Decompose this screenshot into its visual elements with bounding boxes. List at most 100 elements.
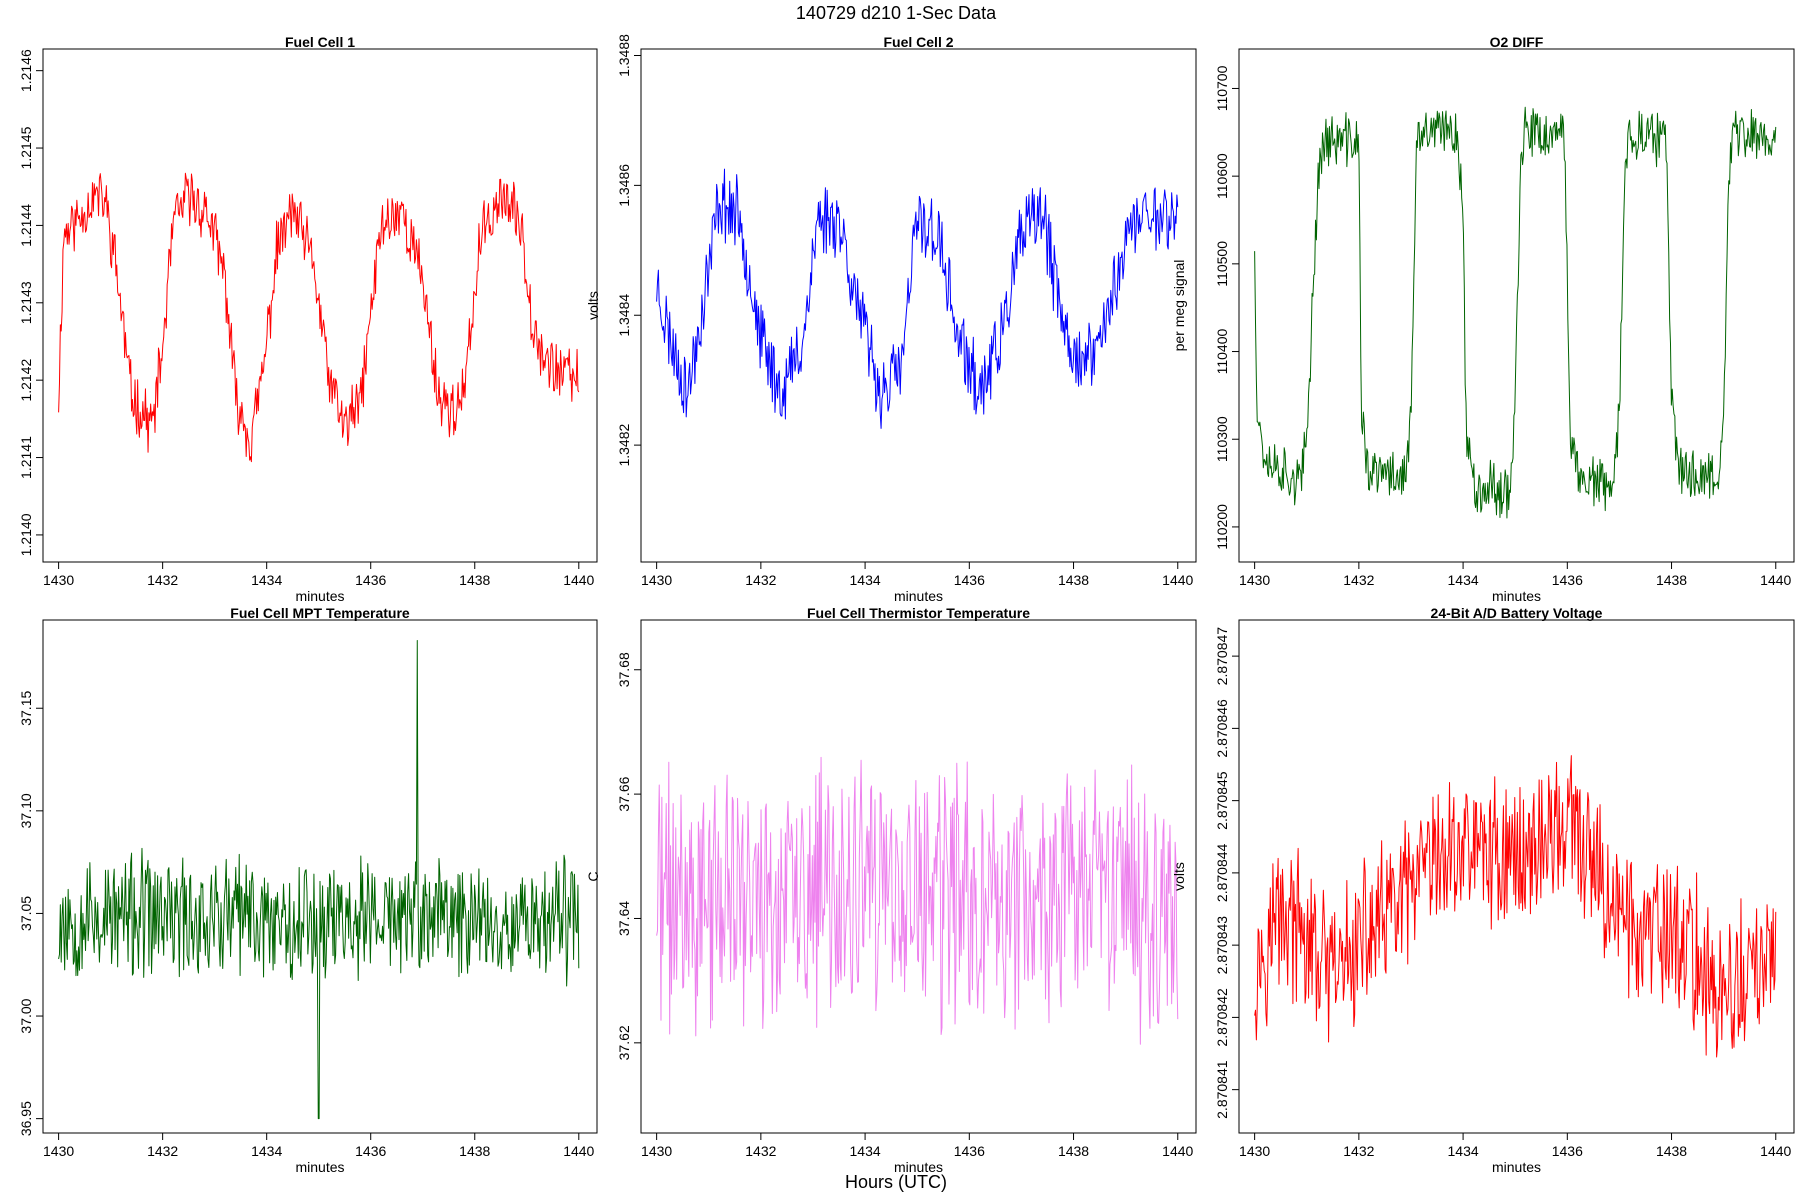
y-tick-label: 2.870846 — [1214, 699, 1230, 758]
chart-title: Fuel Cell MPT Temperature — [230, 605, 410, 621]
x-tick-label: 1440 — [1760, 572, 1791, 588]
x-tick-label: 1434 — [850, 1143, 881, 1159]
y-tick-label: 2.870844 — [1214, 843, 1230, 902]
y-tick-label: 1.2146 — [18, 49, 34, 92]
x-tick-label: 1430 — [43, 1143, 74, 1159]
y-tick-label: 110200 — [1214, 504, 1230, 550]
y-tick-label: 110400 — [1214, 328, 1230, 374]
y-tick-label: 1.3482 — [616, 423, 632, 466]
plot-frame — [640, 48, 1197, 563]
y-tick-label: 1.2144 — [18, 204, 34, 247]
x-tick-label: 1432 — [1343, 572, 1374, 588]
chart-panel-2: Fuel Cell 2 1430 1432 1434 1436 1438 1440 minut… — [585, 34, 1197, 604]
figure-title: 140729 d210 1-Sec Data — [796, 3, 997, 23]
x-axis-label: minutes — [295, 1159, 344, 1175]
x-tick-label: 1430 — [1239, 1143, 1270, 1159]
y-tick-label: 110300 — [1214, 416, 1230, 462]
x-tick-label: 1434 — [1448, 572, 1479, 588]
x-tick-label: 1440 — [1162, 572, 1193, 588]
x-tick-label: 1436 — [355, 572, 386, 588]
y-tick-label: 1.3486 — [616, 164, 632, 207]
series-line — [656, 168, 1179, 429]
y-axis-label: C — [0, 871, 3, 881]
x-tick-label: 1436 — [355, 1143, 386, 1159]
x-tick-label: 1434 — [850, 572, 881, 588]
x-tick-label: 1438 — [459, 1143, 490, 1159]
x-tick-label: 1432 — [147, 1143, 178, 1159]
series-line — [58, 640, 580, 1120]
chart-title: O2 DIFF — [1490, 34, 1544, 50]
y-tick-label: 1.3488 — [616, 34, 632, 77]
y-tick-label: 2.870843 — [1214, 916, 1230, 975]
x-tick-label: 1436 — [1552, 572, 1583, 588]
y-tick-label: 110500 — [1214, 241, 1230, 287]
y-tick-label: 110600 — [1214, 153, 1230, 199]
plot-frame — [1238, 619, 1795, 1134]
chart-panel-5: Fuel Cell Thermistor Temperature 1430 1432… — [585, 605, 1197, 1175]
x-axis-label: minutes — [1492, 588, 1541, 604]
y-tick-label: 2.870845 — [1214, 771, 1230, 830]
x-tick-label: 1432 — [745, 1143, 776, 1159]
x-tick-label: 1436 — [954, 572, 985, 588]
x-tick-label: 1438 — [1058, 1143, 1089, 1159]
y-axis-label: volts — [1171, 862, 1187, 891]
x-tick-label: 1432 — [147, 572, 178, 588]
chart-title: 24-Bit A/D Battery Voltage — [1431, 605, 1603, 621]
x-tick-label: 1440 — [1162, 1143, 1193, 1159]
x-tick-label: 1438 — [1656, 572, 1687, 588]
x-axis-label: minutes — [894, 1159, 943, 1175]
series-line — [656, 756, 1179, 1045]
x-axis-label: minutes — [295, 588, 344, 604]
series-line — [1254, 755, 1777, 1058]
x-tick-label: 1432 — [1343, 1143, 1374, 1159]
chart-panel-1: Fuel Cell 1 1430 1432 1434 1436 1438 1440 minut… — [0, 34, 598, 604]
y-tick-label: 37.10 — [18, 793, 34, 828]
y-axis-label: volts — [0, 291, 3, 320]
plot-frame — [42, 619, 598, 1134]
series-line — [58, 172, 580, 463]
x-axis-label: minutes — [894, 588, 943, 604]
y-tick-label: 37.64 — [616, 901, 632, 936]
y-tick-label: 1.2142 — [18, 359, 34, 402]
x-tick-label: 1434 — [251, 572, 282, 588]
x-tick-label: 1440 — [563, 1143, 594, 1159]
y-tick-label: 2.870847 — [1214, 627, 1230, 686]
x-tick-label: 1430 — [641, 572, 672, 588]
y-axis-label: volts — [585, 291, 601, 320]
figure-x-label: Hours (UTC) — [845, 1172, 947, 1192]
x-tick-label: 1438 — [1058, 572, 1089, 588]
chart-title: Fuel Cell 1 — [285, 34, 355, 50]
y-tick-label: 37.68 — [616, 652, 632, 687]
series-line — [1254, 106, 1777, 519]
chart-title: Fuel Cell 2 — [883, 34, 953, 50]
chart-panel-4: Fuel Cell MPT Temperature 1430 1432 1434 143… — [0, 605, 598, 1175]
x-tick-label: 1434 — [1448, 1143, 1479, 1159]
x-tick-label: 1436 — [954, 1143, 985, 1159]
chart-panel-3: O2 DIFF 1430 1432 1434 1436 1438 1440 minutes 11… — [1171, 34, 1795, 604]
y-tick-label: 1.2145 — [18, 126, 34, 169]
y-tick-label: 1.2141 — [18, 436, 34, 479]
x-tick-label: 1430 — [43, 572, 74, 588]
x-tick-label: 1430 — [641, 1143, 672, 1159]
x-tick-label: 1436 — [1552, 1143, 1583, 1159]
y-tick-label: 1.3484 — [616, 294, 632, 337]
y-tick-label: 2.870842 — [1214, 988, 1230, 1047]
x-tick-label: 1438 — [1656, 1143, 1687, 1159]
y-tick-label: 37.66 — [616, 776, 632, 811]
y-tick-label: 36.95 — [18, 1101, 34, 1136]
x-tick-label: 1432 — [745, 572, 776, 588]
plot-frame — [640, 619, 1197, 1134]
x-axis-label: minutes — [1492, 1159, 1541, 1175]
y-axis-label: per meg signal — [1171, 260, 1187, 352]
x-tick-label: 1440 — [1760, 1143, 1791, 1159]
y-axis-label: C — [585, 871, 601, 881]
x-tick-label: 1438 — [459, 572, 490, 588]
x-tick-label: 1440 — [563, 572, 594, 588]
x-tick-label: 1434 — [251, 1143, 282, 1159]
y-tick-label: 37.15 — [18, 691, 34, 726]
chart-title: Fuel Cell Thermistor Temperature — [807, 605, 1030, 621]
plot-frame — [1238, 48, 1795, 563]
panels: Fuel Cell 1 1430 1432 1434 1436 1438 1440 minut… — [0, 34, 1795, 1175]
y-tick-label: 1.2143 — [18, 281, 34, 324]
